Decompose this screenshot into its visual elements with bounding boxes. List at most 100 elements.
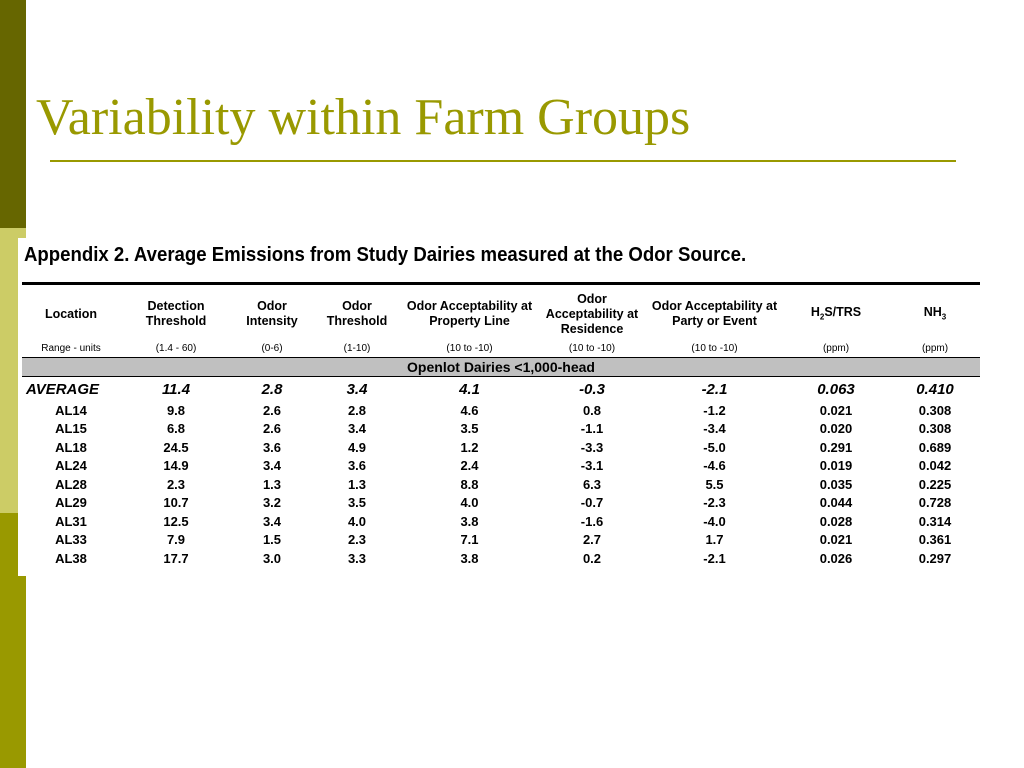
average-cell: 4.1: [459, 380, 480, 398]
value-cell: 3.4: [262, 513, 282, 529]
value-cell: -1.6: [580, 513, 604, 529]
value-cell: -4.6: [703, 458, 726, 474]
units-cell: (10 to -10): [402, 340, 537, 358]
value-cell: 4.9: [347, 439, 367, 455]
value-cell: 2.3: [347, 532, 367, 548]
value-cell: 2.8: [347, 402, 367, 418]
value-cell: 0.297: [918, 550, 952, 566]
value-cell: 3.0: [262, 550, 282, 566]
header-cell: H2S/TRS: [810, 305, 862, 322]
header-cell: Odor Threshold: [326, 299, 388, 328]
value-cell: 1.5: [262, 532, 282, 548]
table-row: AL28 2.3 1.3 1.3 8.8 6.3 5.5 0.035 0.225: [22, 475, 980, 494]
header-cell: Odor Intensity: [246, 299, 298, 328]
value-cell: -2.3: [703, 495, 726, 511]
value-cell: 0.028: [819, 513, 853, 529]
location-cell: AL38: [55, 550, 87, 566]
value-cell: 0.021: [819, 402, 853, 418]
value-cell: 3.5: [347, 495, 367, 511]
value-cell: -5.0: [703, 439, 726, 455]
table-row: AL33 7.9 1.5 2.3 7.1 2.7 1.7 0.021 0.361: [22, 531, 980, 550]
value-cell: 24.5: [163, 439, 189, 455]
value-cell: 3.8: [460, 550, 479, 566]
value-cell: 0.8: [582, 402, 602, 418]
value-cell: 14.9: [163, 458, 189, 474]
value-cell: 2.7: [582, 532, 602, 548]
value-cell: 1.2: [460, 439, 479, 455]
value-cell: 6.8: [166, 421, 186, 437]
value-cell: 3.5: [460, 421, 479, 437]
header-row: Location Detection Threshold Odor Intens…: [22, 288, 980, 340]
table-top-rule: [22, 282, 980, 285]
value-cell: 7.1: [460, 532, 479, 548]
units-cell: (0-6): [232, 340, 312, 358]
side-bar-dark: [0, 0, 26, 228]
value-cell: 0.044: [819, 495, 853, 511]
value-cell: 7.9: [166, 532, 186, 548]
value-cell: 6.3: [582, 476, 602, 492]
value-cell: 1.3: [262, 476, 282, 492]
location-cell: AL33: [55, 532, 87, 548]
value-cell: 3.8: [460, 513, 479, 529]
slide-title: Variability within Farm Groups: [36, 89, 691, 146]
location-cell: AL18: [55, 439, 87, 455]
value-cell: 0.728: [918, 495, 952, 511]
header-cell: Odor Acceptability at Party or Event: [651, 299, 778, 328]
value-cell: 2.6: [262, 421, 282, 437]
value-cell: 0.026: [819, 550, 853, 566]
value-cell: 0.042: [918, 458, 952, 474]
emissions-table-image: Appendix 2. Average Emissions from Study…: [18, 238, 980, 576]
title-underline: [50, 160, 956, 162]
units-cell: Range - units: [22, 340, 120, 358]
value-cell: 12.5: [163, 513, 189, 529]
value-cell: -3.4: [703, 421, 726, 437]
value-cell: 3.6: [262, 439, 282, 455]
units-cell: (1-10): [312, 340, 402, 358]
value-cell: 0.2: [582, 550, 602, 566]
value-cell: -1.2: [703, 402, 726, 418]
value-cell: 0.035: [819, 476, 853, 492]
value-cell: -4.0: [703, 513, 726, 529]
header-cell: Location: [44, 306, 98, 321]
average-cell: 3.4: [346, 380, 368, 398]
value-cell: 0.291: [819, 439, 853, 455]
units-cell: (ppm): [890, 340, 980, 358]
value-cell: -1.1: [580, 421, 604, 437]
value-cell: 0.019: [819, 458, 853, 474]
value-cell: 0.225: [918, 476, 952, 492]
value-cell: 4.6: [460, 402, 479, 418]
location-cell: AL29: [55, 495, 87, 511]
average-cell: 2.8: [261, 380, 283, 398]
header-cell: NH3: [923, 305, 947, 322]
value-cell: -3.3: [580, 439, 604, 455]
value-cell: 3.4: [262, 458, 282, 474]
table-row: AL24 14.9 3.4 3.6 2.4 -3.1 -4.6 0.019 0.042: [22, 457, 980, 476]
units-row: Range - units (1.4 - 60) (0-6) (1-10) (1…: [22, 340, 980, 358]
units-cell: (1.4 - 60): [120, 340, 232, 358]
value-cell: 2.4: [460, 458, 479, 474]
value-cell: 0.021: [819, 532, 853, 548]
header-cell: Detection Threshold: [145, 299, 207, 328]
units-cell: (ppm): [782, 340, 890, 358]
value-cell: 4.0: [460, 495, 479, 511]
value-cell: 3.2: [262, 495, 282, 511]
value-cell: 3.4: [347, 421, 367, 437]
value-cell: 0.361: [918, 532, 952, 548]
table-row: AL15 6.8 2.6 3.4 3.5 -1.1 -3.4 0.020 0.308: [22, 420, 980, 439]
value-cell: 0.308: [918, 402, 952, 418]
value-cell: 3.6: [347, 458, 367, 474]
value-cell: 0.020: [819, 421, 853, 437]
average-cell: 0.063: [817, 380, 855, 398]
location-cell: AL15: [55, 421, 87, 437]
average-cell: -0.3: [579, 380, 605, 398]
value-cell: 4.0: [347, 513, 367, 529]
average-cell: AVERAGE: [26, 380, 100, 398]
value-cell: 5.5: [705, 476, 724, 492]
average-cell: 0.410: [916, 380, 954, 398]
table-row: AL18 24.5 3.6 4.9 1.2 -3.3 -5.0 0.291 0.689: [22, 438, 980, 457]
table-row: AL31 12.5 3.4 4.0 3.8 -1.6 -4.0 0.028 0.314: [22, 512, 980, 531]
table-row: AL14 9.8 2.6 2.8 4.6 0.8 -1.2 0.021 0.308: [22, 401, 980, 420]
value-cell: 2.6: [262, 402, 282, 418]
average-cell: -2.1: [701, 380, 728, 398]
location-cell: AL14: [55, 402, 87, 418]
